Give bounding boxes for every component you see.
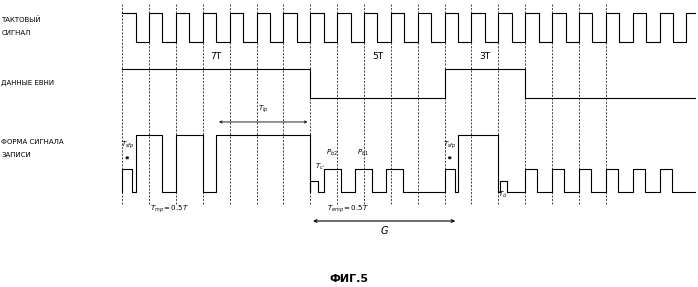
Text: ФИГ.5: ФИГ.5 xyxy=(329,274,369,284)
Text: $T_{mp}=0.5T$: $T_{mp}=0.5T$ xyxy=(150,204,188,215)
Text: $T_{c'}$: $T_{c'}$ xyxy=(315,162,325,172)
Text: ФОРМА СИГНАЛА: ФОРМА СИГНАЛА xyxy=(1,139,64,145)
Text: $P_{b2}$: $P_{b2}$ xyxy=(327,148,339,158)
Text: $T_{lp}$: $T_{lp}$ xyxy=(258,103,269,115)
Text: 5T: 5T xyxy=(372,52,383,61)
Text: $P_{b1}$: $P_{b1}$ xyxy=(357,148,369,158)
Text: СИГНАЛ: СИГНАЛ xyxy=(1,30,31,36)
Text: $T_{cl}$: $T_{cl}$ xyxy=(498,189,509,200)
Text: ДАННЫЕ ЕВНИ: ДАННЫЕ ЕВНИ xyxy=(1,80,54,86)
Text: ЗАПИСИ: ЗАПИСИ xyxy=(1,152,31,158)
Text: $T_{emp}=0.5T$: $T_{emp}=0.5T$ xyxy=(327,204,369,215)
Text: G: G xyxy=(380,226,388,236)
Text: 3T: 3T xyxy=(480,52,491,61)
Text: 7T: 7T xyxy=(211,52,222,61)
Text: $T_{sfp}$: $T_{sfp}$ xyxy=(121,139,134,151)
Text: $T_{sfp}$: $T_{sfp}$ xyxy=(443,139,456,151)
Text: ТАКТОВЫЙ: ТАКТОВЫЙ xyxy=(1,17,41,24)
